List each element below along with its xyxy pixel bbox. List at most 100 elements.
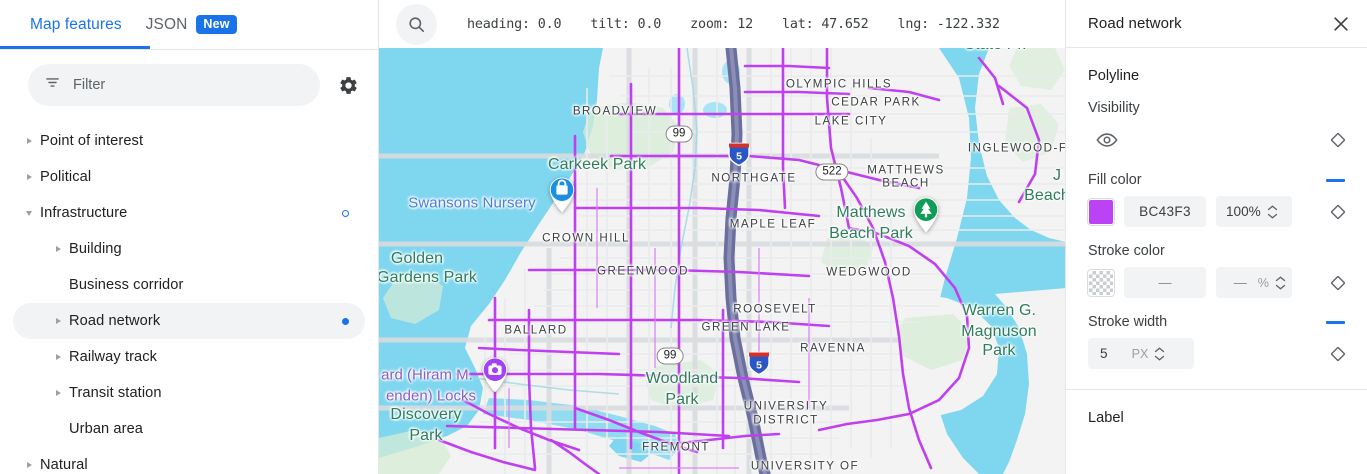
- stroke-width-unit: PX: [1131, 346, 1149, 361]
- fill-color-hex-input[interactable]: BC43F3: [1124, 196, 1206, 227]
- stroke-width-stepper[interactable]: [1154, 346, 1165, 361]
- chevron-right-icon[interactable]: [18, 138, 40, 144]
- panel-body: Polyline Visibility: [1066, 48, 1367, 426]
- stroke-color-label: Stroke color: [1088, 243, 1165, 259]
- visibility-label: Visibility: [1088, 100, 1140, 116]
- camera-marker[interactable]: [480, 355, 510, 398]
- gear-icon[interactable]: [334, 71, 362, 99]
- stroke-opacity-stepper[interactable]: [1275, 275, 1286, 290]
- search-icon[interactable]: [396, 3, 437, 45]
- active-tab-indicator: [0, 46, 150, 49]
- fill-opacity-value: 100%: [1226, 204, 1261, 219]
- tree-item-label: Road network: [69, 313, 161, 329]
- filter-icon: [44, 74, 61, 96]
- stroke-width-value: 5: [1100, 346, 1108, 361]
- tree-item-label: Point of interest: [40, 133, 144, 149]
- tree-item-building[interactable]: Building: [13, 231, 365, 267]
- tab-map-features-label: Map features: [30, 15, 122, 33]
- filter-placeholder: Filter: [73, 77, 106, 93]
- keyframe-diamond-icon-fill-color[interactable]: [1331, 204, 1345, 219]
- highway-shield-99: 99: [665, 125, 693, 143]
- fill-opacity-stepper[interactable]: [1267, 204, 1278, 219]
- tree-item-label: Transit station: [69, 385, 162, 401]
- tree-item-label: Urban area: [69, 421, 144, 437]
- stroke-color-hex-value: —: [1158, 275, 1172, 290]
- stroke-width-input[interactable]: 5 PX: [1088, 338, 1194, 369]
- map-coordinates: heading: 0.0 tilt: 0.0 zoom: 12 lat: 47.…: [467, 17, 1000, 32]
- keyframe-diamond-icon-stroke-width[interactable]: [1331, 346, 1345, 361]
- right-properties-panel: Road network Polyline Visibility: [1066, 0, 1367, 474]
- chevron-right-icon[interactable]: [47, 390, 69, 396]
- tree-item-status-dot: [342, 209, 349, 217]
- highway-shield-522: 522: [815, 163, 849, 181]
- keyframe-diamond-icon-visibility[interactable]: [1331, 133, 1345, 147]
- tree-item-label: Natural: [40, 457, 88, 473]
- sidebar-tabbar: Map features JSON New: [0, 0, 378, 50]
- tree-item-label: Railway track: [69, 349, 158, 365]
- tree-item-political[interactable]: Political: [13, 159, 365, 195]
- section-title-label: Label: [1088, 410, 1124, 426]
- panel-title: Road network: [1088, 15, 1182, 32]
- tab-map-features[interactable]: Map features: [18, 0, 134, 49]
- tree-item-point-of-interest[interactable]: Point of interest: [13, 123, 365, 159]
- tree-item-label: Political: [40, 169, 92, 185]
- stroke-color-hex-input[interactable]: —: [1124, 267, 1206, 298]
- tree-item-infrastructure[interactable]: Infrastructure: [13, 195, 365, 231]
- panel-header: Road network: [1066, 0, 1367, 48]
- animated-indicator-stroke-width: [1326, 320, 1345, 324]
- tree-item-natural[interactable]: Natural: [13, 447, 365, 474]
- keyframe-diamond-icon-stroke-color[interactable]: [1331, 275, 1345, 290]
- map-canvas[interactable]: BROADVIEW OLYMPIC HILLS CEDAR PARK LAKE CIT…: [379, 48, 1065, 474]
- interstate-shield-5: 5: [748, 351, 770, 376]
- chevron-right-icon[interactable]: [47, 354, 69, 360]
- close-icon[interactable]: [1331, 14, 1351, 34]
- highway-shield-99: 99: [656, 347, 684, 365]
- interstate-shield-5: 5: [728, 142, 750, 167]
- tree-item-status-dot: [342, 317, 349, 325]
- tilt-value: tilt: 0.0: [590, 16, 662, 32]
- tree-item-label: Infrastructure: [40, 205, 128, 221]
- heading-value: heading: 0.0: [467, 16, 562, 32]
- stroke-opacity-input[interactable]: — %: [1216, 267, 1292, 298]
- stroke-width-label: Stroke width: [1088, 314, 1168, 330]
- tree-item-business-corridor[interactable]: Business corridor: [13, 267, 365, 303]
- map-toolbar: heading: 0.0 tilt: 0.0 zoom: 12 lat: 47.…: [379, 0, 1065, 48]
- tree-item-road-network[interactable]: Road network: [13, 303, 365, 339]
- tab-json-label: JSON: [145, 15, 188, 33]
- visibility-controls: [1066, 116, 1367, 156]
- fill-opacity-input[interactable]: 100%: [1216, 196, 1292, 227]
- eye-icon[interactable]: [1088, 124, 1126, 156]
- chevron-right-icon[interactable]: [18, 174, 40, 180]
- fill-color-controls: BC43F3 100%: [1066, 188, 1367, 227]
- chevron-right-icon[interactable]: [18, 462, 40, 468]
- tree-item-transit-station[interactable]: Transit station: [13, 375, 365, 411]
- tree-item-railway-track[interactable]: Railway track: [13, 339, 365, 375]
- stroke-opacity-value: —: [1233, 275, 1247, 290]
- svg-text:5: 5: [756, 360, 762, 372]
- tree-item-urban-area[interactable]: Urban area: [13, 411, 365, 447]
- chevron-right-icon[interactable]: [47, 318, 69, 324]
- animated-indicator-fill-color: [1326, 178, 1345, 182]
- tab-json[interactable]: JSON New: [134, 0, 249, 49]
- panel-divider: [1066, 389, 1367, 390]
- section-title-polyline: Polyline: [1088, 68, 1140, 84]
- chevron-down-icon[interactable]: [18, 210, 40, 216]
- left-sidebar: Map features JSON New Filter: [0, 0, 379, 474]
- filter-input[interactable]: Filter: [28, 64, 320, 106]
- filter-row: Filter: [0, 50, 378, 119]
- stroke-color-swatch[interactable]: [1087, 268, 1115, 297]
- property-fill-color: Fill color: [1066, 156, 1367, 188]
- stroke-width-controls: 5 PX: [1066, 330, 1367, 369]
- park-tree-marker[interactable]: [911, 195, 941, 238]
- fill-color-swatch[interactable]: [1087, 197, 1115, 226]
- stroke-opacity-unit: %: [1257, 275, 1269, 290]
- chevron-right-icon[interactable]: [47, 246, 69, 252]
- shopping-bag-marker[interactable]: [547, 175, 577, 218]
- map-geometry: [379, 48, 1065, 474]
- lng-value: lng: -122.332: [897, 16, 1000, 32]
- property-stroke-width: Stroke width: [1066, 298, 1367, 330]
- new-badge: New: [196, 14, 237, 35]
- fill-color-label: Fill color: [1088, 172, 1142, 188]
- zoom-value: zoom: 12: [690, 16, 754, 32]
